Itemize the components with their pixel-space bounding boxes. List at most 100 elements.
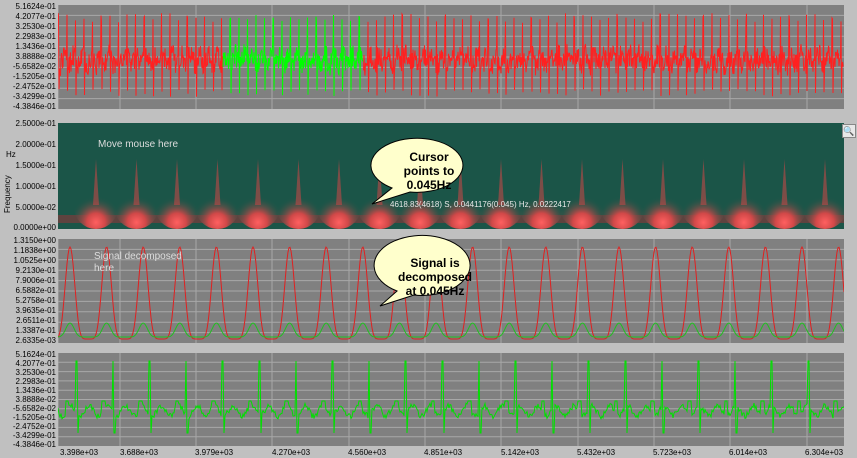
spectrogram-blob (74, 185, 118, 229)
filtered-plot-area[interactable] (58, 353, 844, 446)
y-tick: -4.3846e-01 (12, 440, 56, 449)
y-tick: -5.6582e-02 (12, 404, 56, 413)
spectrogram-spike (498, 159, 504, 205)
y-tick: 3.2530e-01 (15, 22, 56, 31)
y-tick: 0.0000e+00 (13, 223, 57, 232)
spectrogram-spike (174, 159, 180, 205)
spectrogram-y-axis: 2.5000e-01 2.0000e-01 1.5000e-01 1.0000e… (0, 117, 58, 233)
spectrogram-blob (317, 185, 361, 229)
decomposed-hint-line2: here (94, 263, 115, 274)
callout-line: decomposed (397, 270, 472, 284)
y-tick: 1.3150e+00 (13, 236, 57, 245)
callout-line: at 0.045Hz (405, 284, 465, 298)
y-tick: 1.3436e-01 (15, 42, 56, 51)
spectrogram-spike (660, 159, 666, 205)
y-tick: 3.2530e-01 (15, 368, 56, 377)
cursor-readout: 4618.83(4618) S, 0.0441176(0.045) Hz, 0.… (390, 200, 571, 209)
y-tick: 5.2758e-01 (15, 296, 56, 305)
signal-y-axis: 5.1624e-01 4.2077e-01 3.2530e-01 2.2983e… (0, 0, 58, 116)
spectrogram-blob (681, 185, 726, 229)
spectrogram-spike (741, 159, 747, 205)
spectrogram-blob (114, 185, 159, 229)
y-tick: 1.0525e+00 (13, 256, 57, 265)
y-tick: -4.3846e-01 (12, 102, 56, 111)
y-tick: 1.1838e+00 (13, 246, 57, 255)
magnifier-icon[interactable]: 🔍 (842, 124, 856, 138)
y-tick: -5.6582e-02 (12, 62, 56, 71)
x-tick: 5.142e+03 (501, 448, 540, 457)
y-tick: 2.2983e-01 (15, 32, 56, 41)
decomposed-y-axis: 1.3150e+00 1.1838e+00 1.0525e+00 9.2130e… (0, 234, 58, 348)
y-tick: -3.4299e-01 (12, 92, 56, 101)
y-tick: 2.0000e-01 (15, 140, 56, 149)
spectrogram-spike (133, 159, 140, 205)
y-tick: 1.3436e-01 (15, 386, 56, 395)
y-tick: -1.5205e-01 (12, 413, 56, 422)
spectrogram-spike (93, 159, 99, 205)
x-tick: 5.432e+03 (577, 448, 616, 457)
spectrogram-blob (519, 185, 564, 229)
x-tick: 5.723e+03 (653, 448, 692, 457)
spectrogram-blob (762, 185, 807, 229)
spectrogram-spike (295, 159, 302, 205)
spectrogram-spike (255, 159, 261, 205)
signal-trace (58, 12, 844, 97)
y-tick: 5.1624e-01 (15, 2, 56, 11)
x-tick: 4.270e+03 (272, 448, 311, 457)
move-mouse-hint: Move mouse here (98, 139, 179, 150)
spectrogram-blob (479, 185, 523, 229)
residual-trace (58, 322, 844, 338)
y-tick: 3.8888e-02 (15, 52, 56, 61)
spectrogram-spike (214, 159, 221, 205)
y-tick: 4.2077e-01 (15, 12, 56, 21)
spectrogram-blob (722, 185, 766, 229)
spectrogram-blob (276, 185, 321, 229)
y-tick: 7.9006e-01 (15, 276, 56, 285)
spectrogram-blob (155, 185, 199, 229)
decomposed-trace (58, 245, 844, 340)
filtered-waveform (58, 353, 844, 446)
y-tick: 2.6335e-03 (15, 336, 56, 345)
callout-line: Cursor (409, 150, 449, 164)
signal-plot-area[interactable] (58, 5, 844, 109)
x-tick: 3.688e+03 (120, 448, 159, 457)
cursor-callout-text: Cursor points to 0.045Hz (382, 150, 476, 192)
frequency-axis-title: Frequency (3, 175, 12, 213)
x-tick: 6.014e+03 (729, 448, 768, 457)
y-tick: 3.8888e-02 (15, 395, 56, 404)
y-tick: -2.4752e-01 (12, 82, 56, 91)
signal-panel: 5.1624e-01 4.2077e-01 3.2530e-01 2.2983e… (0, 0, 857, 116)
spectrogram-spike (781, 159, 788, 205)
highlighted-trace (222, 14, 364, 97)
filtered-panel: 5.1624e-01 4.2077e-01 3.2530e-01 2.2983e… (0, 349, 857, 458)
y-tick: -3.4299e-01 (12, 431, 56, 440)
spectrogram-blob (560, 185, 604, 229)
spectrogram-spike (579, 159, 585, 205)
decomposition-callout-text: Signal is decomposed at 0.045Hz (386, 256, 484, 298)
signal-waveform (58, 5, 844, 109)
spectrogram-blob (843, 202, 844, 212)
spectrogram-blob (803, 185, 844, 229)
y-tick: 1.3387e-01 (15, 326, 56, 335)
callout-line: Signal is (410, 256, 460, 270)
spectrogram-spike (822, 159, 828, 205)
y-tick: 4.2077e-01 (15, 359, 56, 368)
y-tick: 9.2130e-01 (15, 266, 56, 275)
spectrogram-spike (336, 159, 342, 205)
y-tick: 6.5882e-01 (15, 286, 56, 295)
y-tick: 2.5000e-01 (15, 119, 56, 128)
y-tick: 1.0000e-01 (15, 182, 56, 191)
decomposed-hint-line1: Signal decomposed (94, 251, 182, 262)
x-tick: 6.304e+03 (805, 448, 844, 457)
y-tick: 3.9635e-01 (15, 306, 56, 315)
y-tick: -1.5205e-01 (12, 72, 56, 81)
spectrogram-blob (236, 185, 280, 229)
spectrogram-spike (619, 159, 626, 205)
filtered-trace (58, 360, 844, 434)
spectrogram-spike (700, 159, 707, 205)
x-tick: 3.398e+03 (60, 448, 99, 457)
filtered-y-axis: 5.1624e-01 4.2077e-01 3.2530e-01 2.2983e… (0, 349, 58, 458)
x-tick: 3.979e+03 (195, 448, 234, 457)
callout-line: 0.045Hz (406, 178, 452, 192)
y-tick: 5.0000e-02 (15, 203, 56, 212)
